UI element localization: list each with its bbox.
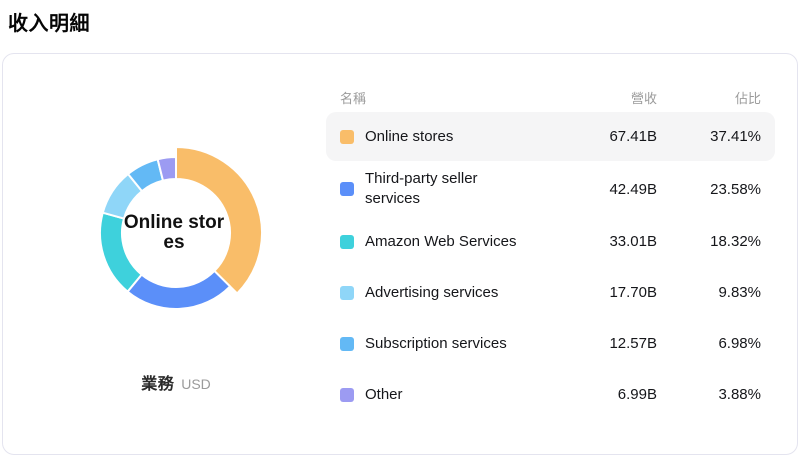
- legend-swatch-icon: [340, 129, 354, 144]
- dimension-label: 業務: [141, 376, 175, 393]
- row-name: Third-party seller services: [365, 170, 478, 207]
- row-name: Online stores: [365, 127, 454, 145]
- row-name: Subscription services: [365, 334, 507, 352]
- chart-axis-label: 業務 USD: [3, 370, 349, 394]
- row-revenue: 33.01B: [609, 233, 657, 250]
- legend-swatch-icon: [340, 234, 354, 249]
- row-name: Other: [365, 385, 403, 403]
- row-name: Advertising services: [365, 283, 499, 301]
- row-share: 9.83%: [718, 284, 761, 301]
- table-row-other[interactable]: Other 6.99B 3.88%: [326, 370, 775, 419]
- breakdown-table: 名稱 營收 佔比 Online stores 67.41B 37.41% Thi…: [326, 54, 797, 454]
- row-name: Amazon Web Services: [365, 232, 517, 250]
- header-name: 名稱: [340, 90, 367, 106]
- donut-segment-0[interactable]: [175, 146, 263, 295]
- legend-swatch-icon: [340, 182, 354, 196]
- table-row-online-stores[interactable]: Online stores 67.41B 37.41%: [326, 112, 775, 161]
- row-share: 6.98%: [718, 335, 761, 352]
- legend-swatch-icon: [340, 336, 354, 351]
- donut-segment-5[interactable]: [156, 156, 177, 182]
- header-revenue: 營收: [630, 90, 657, 106]
- donut-chart-pane: Online stores 業務 USD: [3, 54, 326, 454]
- table-row-third-party-seller-services[interactable]: Third-party seller services 42.49B 23.58…: [326, 163, 775, 215]
- donut-segment-2[interactable]: [99, 211, 143, 293]
- header-share: 佔比: [734, 90, 761, 106]
- row-revenue: 67.41B: [609, 128, 657, 145]
- row-share: 3.88%: [718, 386, 761, 403]
- row-revenue: 42.49B: [609, 180, 657, 198]
- page-title: 收入明細: [8, 13, 90, 35]
- row-share: 37.41%: [710, 128, 761, 145]
- revenue-breakdown-card: Online stores 業務 USD 名稱 營收 佔比 Online stor…: [2, 53, 798, 455]
- donut-chart[interactable]: [3, 54, 349, 366]
- legend-swatch-icon: [340, 387, 354, 402]
- row-revenue: 12.57B: [609, 335, 657, 352]
- row-share: 18.32%: [710, 233, 761, 250]
- row-share: 23.58%: [710, 180, 761, 198]
- row-revenue: 17.70B: [609, 284, 657, 301]
- donut-segment-1[interactable]: [126, 269, 232, 310]
- table-row-subscription-services[interactable]: Subscription services 12.57B 6.98%: [326, 319, 775, 368]
- table-row-advertising-services[interactable]: Advertising services 17.70B 9.83%: [326, 268, 775, 317]
- table-row-amazon-web-services[interactable]: Amazon Web Services 33.01B 18.32%: [326, 217, 775, 266]
- row-revenue: 6.99B: [617, 386, 657, 403]
- legend-swatch-icon: [340, 285, 354, 300]
- table-header-row: 名稱 營收 佔比: [326, 82, 775, 112]
- unit-label: USD: [181, 376, 211, 392]
